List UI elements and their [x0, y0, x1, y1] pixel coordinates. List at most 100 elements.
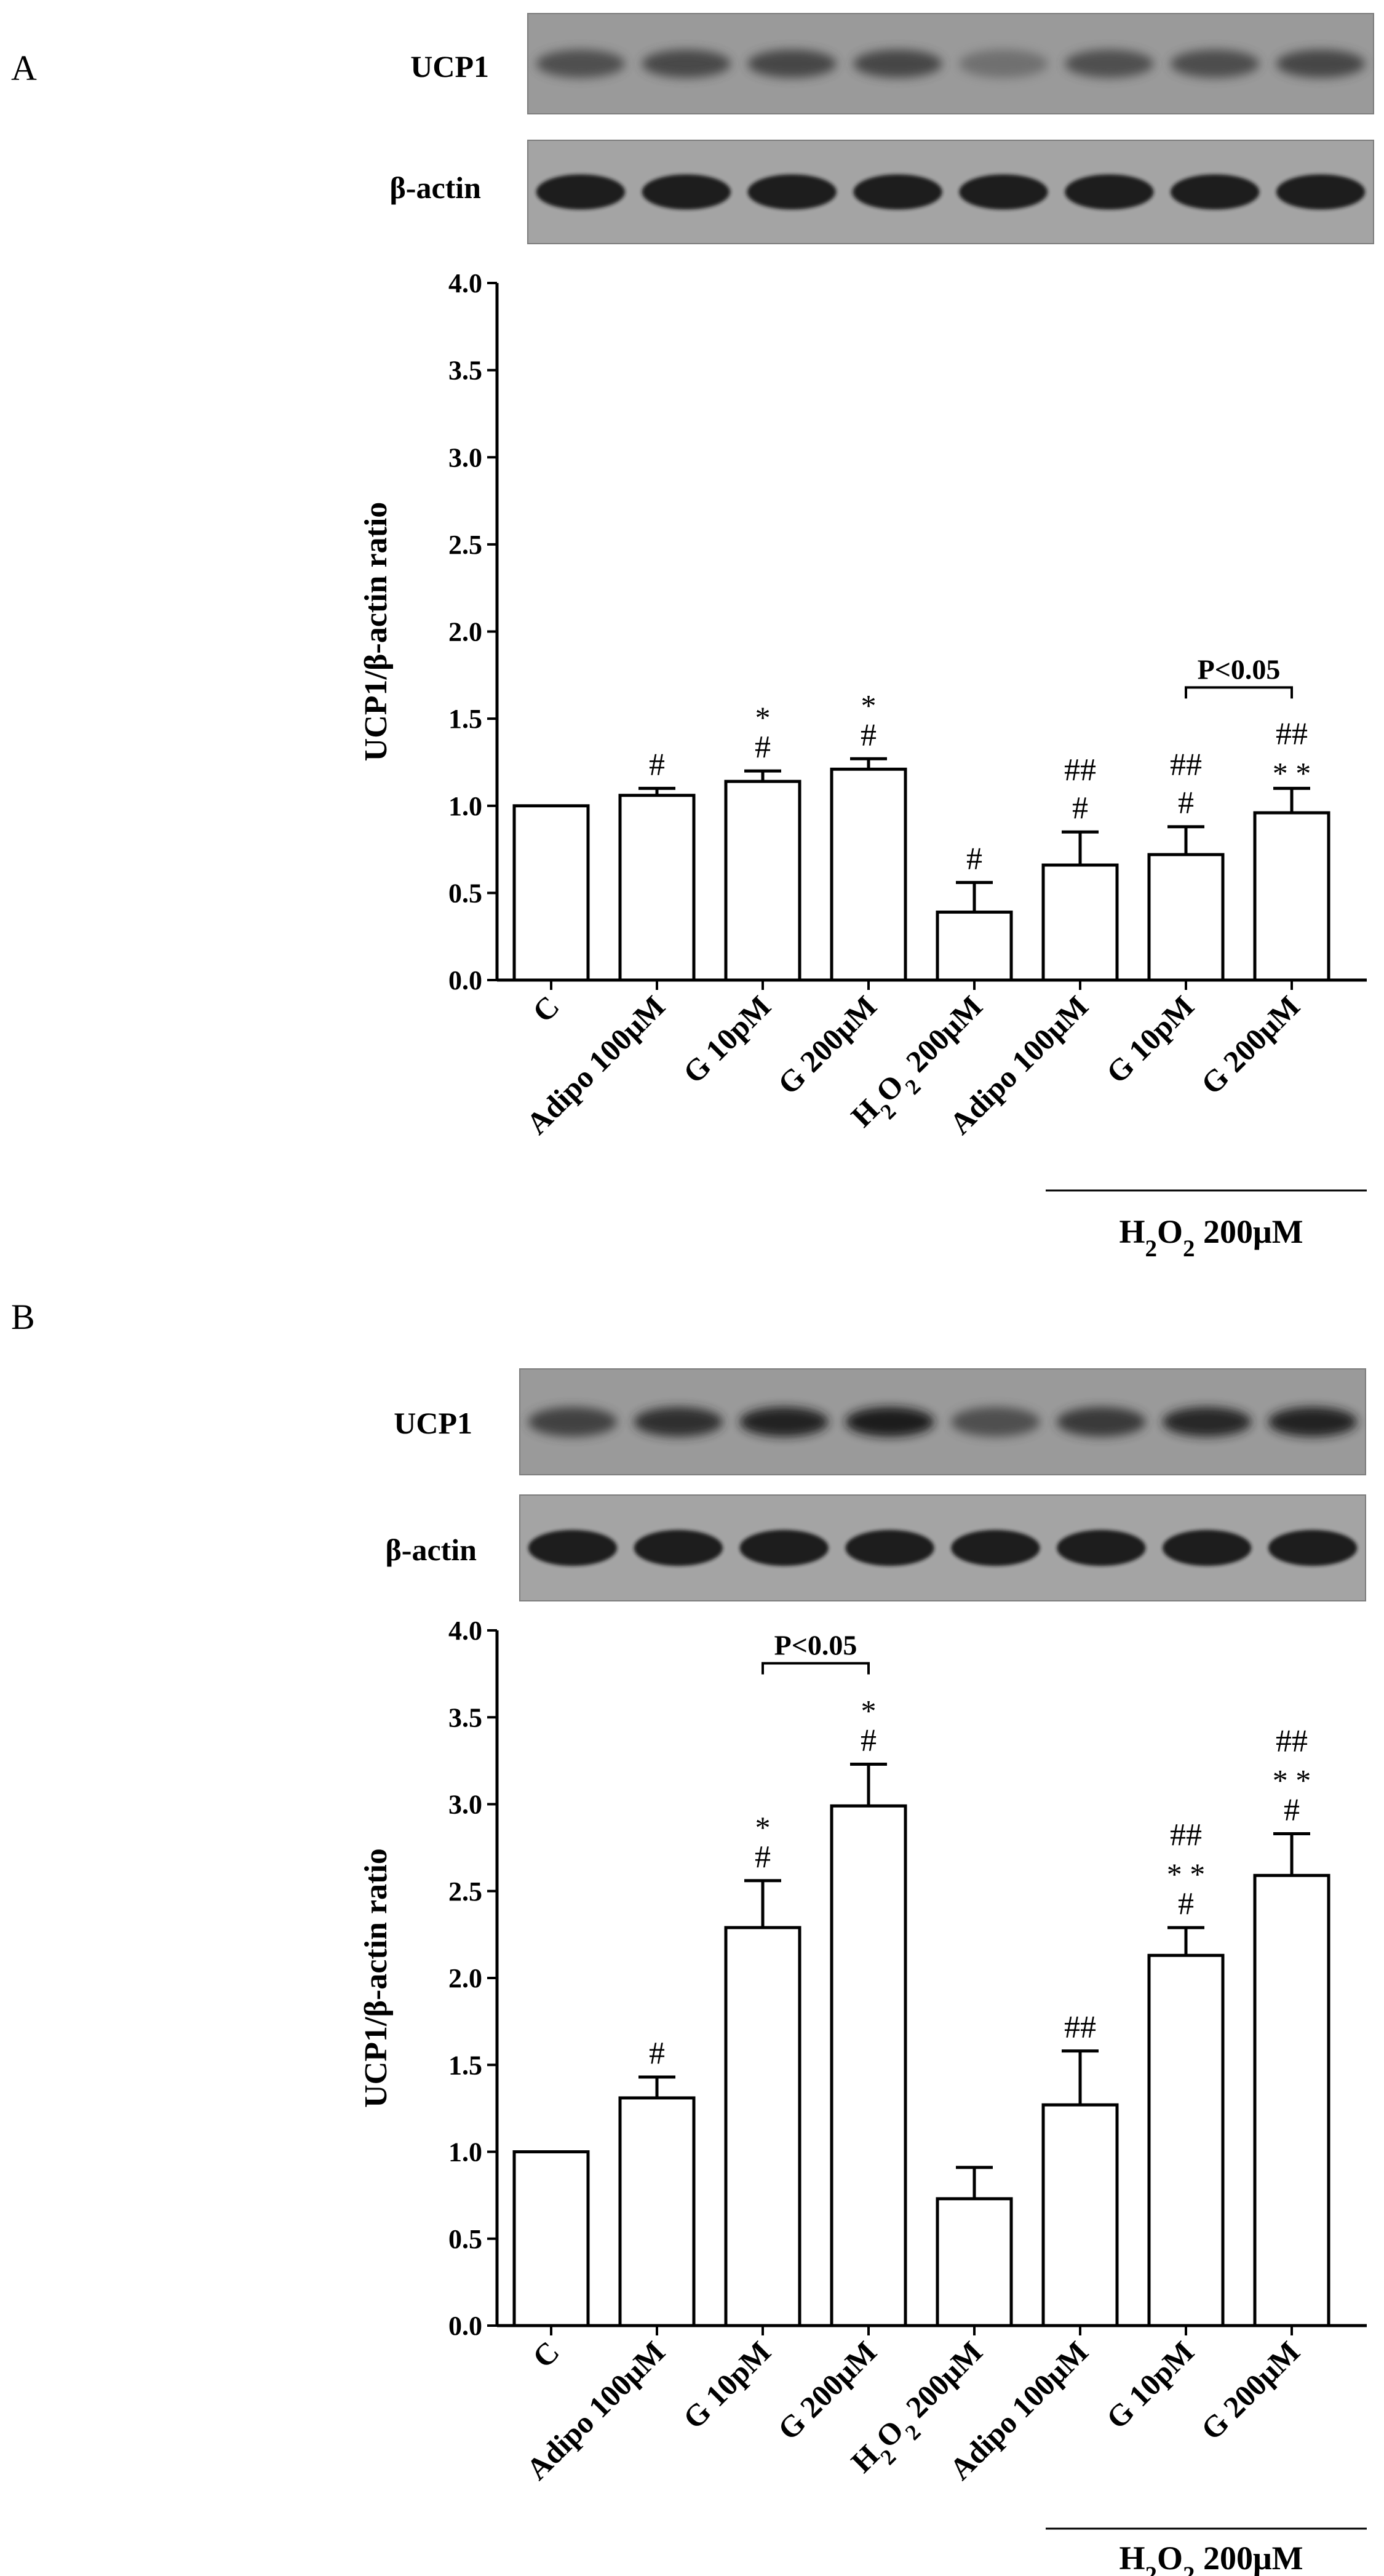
significance-marker: # — [649, 747, 665, 782]
significance-marker: * * — [1273, 1763, 1311, 1798]
blot-band — [1171, 49, 1260, 78]
comparison-label: P<0.05 — [1198, 653, 1281, 685]
significance-marker: # — [1178, 1886, 1194, 1921]
blot-row-label: UCP1 — [394, 1406, 472, 1440]
y-axis-label: UCP1/β-actin ratio — [359, 502, 394, 762]
blot-band — [951, 1406, 1040, 1437]
blot-band — [642, 174, 731, 210]
y-tick-label: 3.5 — [448, 356, 482, 386]
x-tick-label: G 10pM — [1099, 2334, 1200, 2435]
bar — [830, 1804, 907, 2327]
bar — [1147, 853, 1225, 982]
bar — [830, 767, 907, 982]
blot-band — [536, 49, 626, 78]
x-tick-label: G 10pM — [1099, 989, 1200, 1090]
significance-marker: ## — [1064, 752, 1096, 788]
significance-marker: # — [861, 717, 877, 752]
y-tick-label: 2.0 — [448, 1963, 482, 1993]
bar — [724, 1926, 801, 2327]
x-tick-label: G 10pM — [676, 2334, 777, 2435]
group-label: H2O2 200μM — [1119, 2540, 1303, 2576]
bar — [1253, 811, 1330, 982]
significance-marker: # — [966, 841, 982, 876]
bar — [1041, 863, 1119, 982]
blot-strip-beta-actin — [519, 1494, 1366, 1601]
x-tick-label: C — [526, 989, 566, 1029]
group-label: H2O2 200μM — [1119, 1213, 1303, 1262]
blot-band — [959, 49, 1048, 78]
blot-band — [1057, 1406, 1146, 1437]
comparison-bracket — [1185, 686, 1293, 699]
blot-band — [845, 1529, 934, 1566]
blot-strip-beta-actin — [527, 140, 1374, 244]
blot-band — [853, 174, 942, 210]
bar-chart: 0.0 0.5 1.0 1.5 2.0 2.5 3.0 3.5 4.0 UCP1/β-actin … — [359, 268, 1367, 1262]
y-tick-label: 3.0 — [448, 1790, 482, 1820]
panel-a: A UCP1 β-actin 0.0 0.5 1.0 1.5 2.0 2.5 3.0 3.5 4.0 U… — [11, 13, 1374, 1262]
significance-marker: ## — [1064, 2010, 1096, 2045]
bar — [1147, 1953, 1225, 2327]
blot-band — [853, 49, 942, 78]
blot-band — [528, 1406, 618, 1437]
y-tick-label: 1.5 — [448, 704, 482, 734]
blot-band — [642, 49, 731, 78]
blot-row-label: UCP1 — [410, 49, 489, 84]
y-tick-label: 3.5 — [448, 1702, 482, 1733]
significance-marker: # — [1284, 1793, 1300, 1828]
blot-band — [528, 1529, 618, 1566]
y-tick-label: 3.0 — [448, 442, 482, 473]
blot-band — [1268, 1529, 1358, 1566]
y-tick-label: 0.0 — [448, 2311, 482, 2341]
y-tick-label: 0.0 — [448, 965, 482, 995]
x-tick-label: G 200μM — [771, 989, 883, 1101]
blot-band — [1163, 1529, 1252, 1566]
significance-marker: # — [649, 2036, 665, 2071]
bar — [1041, 2103, 1119, 2327]
blot-strip-ucp1 — [519, 1368, 1366, 1475]
significance-marker: * — [861, 688, 877, 722]
comparison-bracket — [762, 1662, 870, 1675]
blot-band — [1065, 49, 1154, 78]
comparison-label: P<0.05 — [774, 1630, 857, 1661]
blot-strip-ucp1 — [527, 13, 1374, 114]
blot-band — [1163, 1406, 1252, 1437]
panel-b: B UCP1 β-actin 0.0 0.5 1.0 1.5 2.0 2.5 3.0 3.5 4.0 U… — [11, 1297, 1367, 2576]
bar — [724, 780, 801, 982]
significance-marker: ## — [1276, 1724, 1308, 1759]
bar — [618, 794, 696, 982]
blot-band — [959, 174, 1048, 210]
y-tick-label: 1.0 — [448, 2137, 482, 2167]
blot-band — [951, 1529, 1040, 1566]
panel-letter: A — [11, 48, 37, 88]
y-tick-label: 0.5 — [448, 2224, 482, 2254]
blot-band — [1065, 174, 1154, 210]
y-tick-label: 2.5 — [448, 1876, 482, 1907]
y-tick-label: 2.5 — [448, 530, 482, 560]
blot-band — [845, 1406, 934, 1437]
y-tick-label: 1.5 — [448, 2050, 482, 2080]
significance-marker: # — [1072, 791, 1088, 826]
y-tick-label: 4.0 — [448, 268, 482, 298]
significance-marker: # — [861, 1723, 877, 1758]
y-tick-label: 1.0 — [448, 791, 482, 821]
significance-marker: # — [1178, 786, 1194, 821]
significance-marker: * — [755, 1810, 771, 1844]
blot-band — [634, 1406, 723, 1437]
y-axis-label: UCP1/β-actin ratio — [359, 1848, 394, 2108]
panel-letter: B — [11, 1297, 35, 1337]
bar — [618, 2096, 696, 2327]
significance-marker: ## — [1170, 1817, 1202, 1852]
bar — [936, 911, 1013, 982]
blot-row-label: β-actin — [385, 1533, 477, 1567]
significance-marker: * * — [1273, 756, 1311, 790]
x-tick-label: G 10pM — [676, 989, 777, 1090]
significance-marker: # — [755, 730, 771, 765]
bar — [512, 804, 590, 982]
significance-marker: * * — [1167, 1857, 1206, 1891]
bar — [936, 2197, 1013, 2327]
y-tick-label: 2.0 — [448, 617, 482, 647]
blot-band — [536, 174, 626, 210]
blot-band — [747, 49, 837, 78]
x-tick-label: G 200μM — [1194, 2334, 1306, 2446]
